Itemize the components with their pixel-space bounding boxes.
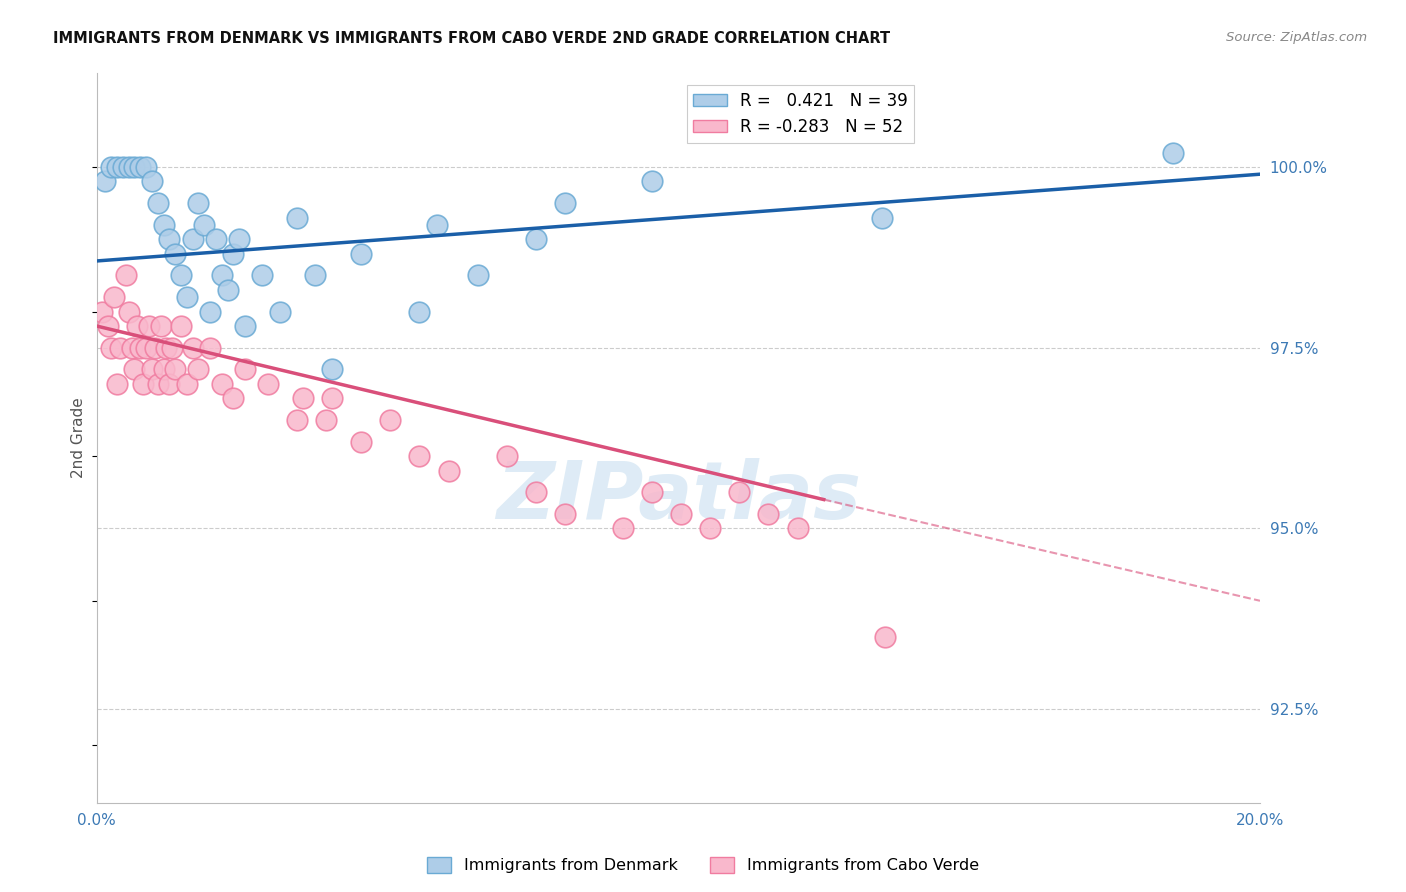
Point	[157, 376, 180, 391]
Point	[233, 362, 256, 376]
Point	[198, 341, 221, 355]
Point	[100, 341, 122, 355]
Point	[127, 319, 149, 334]
Point	[495, 449, 517, 463]
Point	[187, 362, 209, 376]
Point	[315, 413, 337, 427]
Point	[211, 268, 233, 283]
Point	[1161, 145, 1184, 160]
Point	[187, 196, 209, 211]
Point	[105, 160, 128, 174]
Point	[285, 413, 308, 427]
Point	[350, 434, 373, 449]
Point	[141, 174, 163, 188]
Point	[176, 290, 198, 304]
Point	[157, 232, 180, 246]
Point	[121, 341, 143, 355]
Point	[257, 376, 280, 391]
Text: Source: ZipAtlas.com: Source: ZipAtlas.com	[1226, 31, 1367, 45]
Point	[97, 319, 120, 334]
Point	[321, 392, 343, 406]
Point	[165, 362, 187, 376]
Point	[205, 232, 228, 246]
Point	[285, 211, 308, 225]
Point	[117, 304, 139, 318]
Point	[129, 341, 152, 355]
Point	[103, 290, 125, 304]
Point	[467, 268, 489, 283]
Point	[124, 362, 146, 376]
Point	[873, 630, 896, 644]
Point	[554, 507, 576, 521]
Point	[193, 218, 215, 232]
Point	[228, 232, 250, 246]
Point	[671, 507, 693, 521]
Point	[269, 304, 291, 318]
Point	[292, 392, 315, 406]
Point	[135, 341, 157, 355]
Point	[699, 521, 721, 535]
Point	[141, 362, 163, 376]
Point	[135, 160, 157, 174]
Point	[181, 232, 204, 246]
Point	[524, 232, 547, 246]
Point	[870, 211, 893, 225]
Point	[129, 160, 152, 174]
Point	[155, 341, 177, 355]
Point	[233, 319, 256, 334]
Point	[176, 376, 198, 391]
Point	[143, 341, 166, 355]
Point	[117, 160, 139, 174]
Point	[426, 218, 449, 232]
Point	[111, 160, 134, 174]
Point	[612, 521, 634, 535]
Point	[132, 376, 155, 391]
Point	[211, 376, 233, 391]
Point	[152, 362, 174, 376]
Point	[181, 341, 204, 355]
Point	[149, 319, 172, 334]
Point	[152, 218, 174, 232]
Text: ZIPatlas: ZIPatlas	[496, 458, 860, 535]
Point	[105, 376, 128, 391]
Point	[408, 304, 430, 318]
Point	[138, 319, 160, 334]
Point	[758, 507, 780, 521]
Point	[380, 413, 402, 427]
Point	[350, 246, 373, 260]
Point	[408, 449, 430, 463]
Point	[170, 268, 193, 283]
Legend: R =   0.421   N = 39, R = -0.283   N = 52: R = 0.421 N = 39, R = -0.283 N = 52	[686, 85, 914, 143]
Point	[252, 268, 274, 283]
Point	[728, 485, 751, 500]
Point	[222, 246, 245, 260]
Point	[94, 174, 117, 188]
Point	[91, 304, 114, 318]
Point	[146, 196, 169, 211]
Point	[554, 196, 576, 211]
Point	[217, 283, 239, 297]
Point	[108, 341, 131, 355]
Point	[304, 268, 326, 283]
Point	[165, 246, 187, 260]
Point	[170, 319, 193, 334]
Point	[146, 376, 169, 391]
Point	[321, 362, 343, 376]
Point	[222, 392, 245, 406]
Point	[198, 304, 221, 318]
Point	[437, 464, 460, 478]
Y-axis label: 2nd Grade: 2nd Grade	[72, 398, 86, 478]
Point	[641, 174, 664, 188]
Point	[786, 521, 808, 535]
Point	[162, 341, 184, 355]
Text: IMMIGRANTS FROM DENMARK VS IMMIGRANTS FROM CABO VERDE 2ND GRADE CORRELATION CHAR: IMMIGRANTS FROM DENMARK VS IMMIGRANTS FR…	[53, 31, 890, 46]
Point	[641, 485, 664, 500]
Point	[114, 268, 136, 283]
Point	[100, 160, 122, 174]
Legend: Immigrants from Denmark, Immigrants from Cabo Verde: Immigrants from Denmark, Immigrants from…	[420, 850, 986, 880]
Point	[124, 160, 146, 174]
Point	[524, 485, 547, 500]
